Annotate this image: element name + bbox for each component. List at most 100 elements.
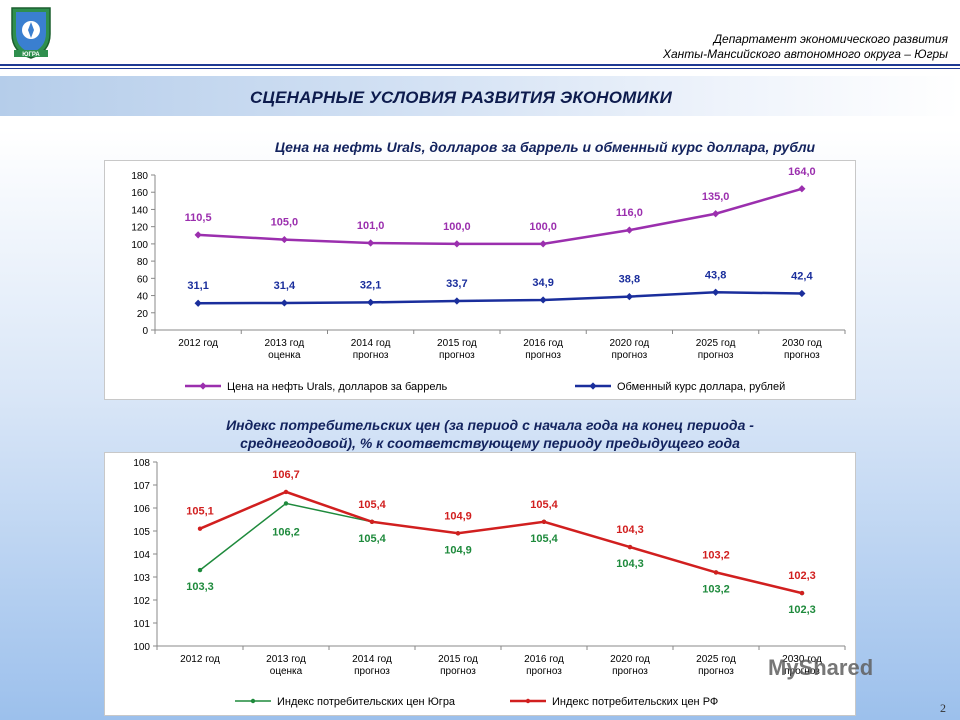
x-tick-label: 2016 год: [523, 338, 563, 349]
title-banner: [0, 76, 960, 116]
y-tick-label: 100: [133, 642, 150, 653]
x-tick-label: прогноз: [353, 350, 389, 361]
data-point: [799, 590, 805, 596]
data-point: [283, 489, 289, 495]
x-tick-label: 2013 год: [266, 654, 306, 665]
y-tick-label: 106: [133, 504, 150, 515]
series-line: [199, 502, 803, 594]
x-tick-label: 2014 год: [351, 338, 391, 349]
x-tick-label: 2013 год: [265, 338, 305, 349]
data-point: [369, 519, 375, 524]
x-tick-label: прогноз: [698, 666, 734, 677]
data-point: [280, 235, 288, 244]
y-tick-label: 20: [137, 309, 149, 320]
data-label: 33,7: [446, 278, 467, 290]
data-point: [713, 570, 719, 575]
x-tick-label: 2025 год: [696, 338, 736, 349]
x-tick-label: прогноз: [612, 350, 648, 361]
department-line-2: Ханты-Мансийского автономного округа – Ю…: [662, 47, 948, 61]
data-label: 34,9: [532, 277, 553, 289]
x-tick-label: прогноз: [612, 666, 648, 677]
data-point: [367, 298, 375, 306]
x-tick-label: прогноз: [354, 666, 390, 677]
data-label: 110,5: [185, 212, 212, 224]
data-label: 105,4: [530, 533, 558, 545]
y-tick-label: 102: [133, 596, 150, 607]
y-tick-label: 103: [133, 573, 150, 584]
data-label: 31,1: [187, 280, 208, 292]
data-label: 101,0: [357, 220, 385, 232]
data-label: 116,0: [616, 207, 643, 219]
legend-swatch-marker: [250, 698, 256, 704]
data-label: 104,9: [444, 510, 472, 522]
data-label: 102,3: [788, 604, 816, 616]
y-tick-label: 107: [133, 481, 150, 492]
y-tick-label: 140: [131, 205, 148, 216]
cpi-chart: 100 101 102 103 104 105 106 107 108 2012 год 2013 …: [133, 458, 846, 708]
x-tick-label: прогноз: [784, 666, 820, 677]
data-label: 164,0: [788, 166, 816, 178]
data-point: [541, 519, 547, 524]
data-label: 38,8: [619, 274, 640, 286]
legend-swatch-marker: [199, 382, 207, 390]
y-tick-label: 100: [131, 240, 148, 251]
x-tick-label: 2015 год: [437, 338, 477, 349]
y-tick-label: 101: [133, 619, 150, 630]
series-line: [199, 490, 803, 595]
data-label: 106,2: [272, 526, 300, 538]
logo-text: ЮГРА: [22, 52, 40, 58]
department-name: Департамент экономического развития Хант…: [663, 32, 948, 62]
x-tick-label: прогноз: [784, 350, 820, 361]
header-rule-thin: [0, 68, 960, 69]
data-point: [453, 240, 461, 248]
y-tick-label: 160: [131, 188, 148, 199]
legend-label: Цена на нефть Urals, долларов за баррель: [227, 381, 448, 393]
data-point: [453, 297, 461, 305]
legend-label: Индекс потребительских цен Югра: [277, 696, 456, 708]
data-label: 105,4: [358, 533, 386, 545]
series-line: [198, 187, 803, 246]
x-tick-label: оценка: [270, 666, 303, 677]
x-tick-label: 2012 год: [178, 338, 218, 349]
data-label: 42,4: [791, 270, 813, 282]
data-label: 105,4: [530, 499, 558, 511]
data-label: 105,1: [186, 506, 214, 518]
y-tick-label: 120: [131, 223, 148, 234]
y-tick-label: 104: [133, 550, 150, 561]
chart2-title-line-2: среднегодовой), % к соответствующему пер…: [240, 435, 740, 451]
data-label: 103,3: [186, 581, 214, 593]
x-tick-label: прогноз: [439, 350, 475, 361]
oil-price-exchange-rate-chart: 0 20 40 60 80 100 120 140 160 180 2012 год 2013 год…: [131, 166, 846, 393]
x-tick-label: 2020 год: [610, 338, 650, 349]
watermark: MyShared: [768, 655, 874, 680]
data-point: [280, 299, 288, 307]
x-tick-label: прогноз: [526, 666, 562, 677]
x-tick-label: 2025 год: [696, 654, 736, 665]
legend-label: Индекс потребительских цен РФ: [552, 696, 718, 708]
legend-swatch-marker: [525, 698, 531, 704]
data-point: [627, 544, 633, 550]
data-point: [625, 226, 633, 234]
data-label: 43,8: [705, 269, 726, 281]
x-tick-label: прогноз: [440, 666, 476, 677]
data-label: 100,0: [443, 221, 471, 233]
legend-swatch-marker: [589, 382, 597, 390]
data-point: [798, 185, 806, 193]
y-tick-label: 60: [137, 274, 149, 285]
region-coat-of-arms-logo: ЮГРА: [6, 4, 56, 60]
y-tick-label: 105: [133, 527, 150, 538]
y-tick-label: 0: [142, 326, 148, 337]
x-tick-label: 2014 год: [352, 654, 392, 665]
x-tick-label: 2016 год: [524, 654, 564, 665]
data-point: [539, 240, 547, 248]
y-tick-label: 40: [137, 292, 149, 303]
data-label: 105,0: [271, 217, 299, 229]
x-tick-label: 2020 год: [610, 654, 650, 665]
data-label: 104,9: [444, 544, 472, 556]
data-label: 104,3: [616, 558, 644, 570]
data-label: 104,3: [616, 524, 644, 536]
page-number: 2: [940, 701, 946, 715]
legend-label: Обменный курс доллара, рублей: [617, 381, 785, 393]
series-line: [198, 291, 802, 305]
data-label: 105,4: [358, 499, 386, 511]
